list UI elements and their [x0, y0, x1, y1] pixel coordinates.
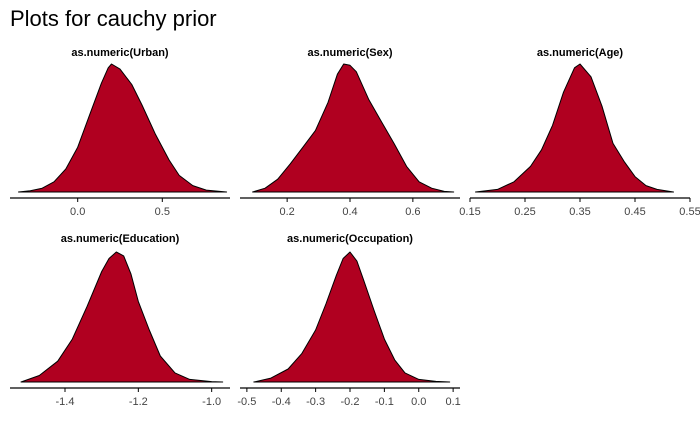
density-area [18, 63, 228, 193]
x-tick-label: 0.15 [459, 206, 480, 218]
x-tick-label: -0.3 [306, 396, 325, 408]
facet-title: as.numeric(Urban) [71, 47, 169, 59]
x-tick-label: -1.0 [202, 396, 221, 408]
density-area [20, 251, 224, 383]
x-tick-label: 0.4 [342, 206, 357, 218]
x-tick-label: 0.1 [445, 396, 460, 408]
facet-panel: as.numeric(Education) -1.4 -1.2 -1.0 [10, 233, 230, 408]
x-tick-label: 0.2 [279, 206, 294, 218]
facet-title: as.numeric(Sex) [308, 47, 393, 59]
x-tick-label: 0.55 [679, 206, 700, 218]
x-tick-label: -0.4 [272, 396, 291, 408]
x-tick-label: 0.6 [405, 206, 420, 218]
x-tick-label: -0.2 [341, 396, 360, 408]
x-tick-label: 0.5 [155, 206, 170, 218]
facet-panel: as.numeric(Age) 0.15 0.25 0.35 0.45 0.55 [459, 47, 700, 218]
facet-panel: as.numeric(Occupation) -0.5 -0.4 -0.3 -0.2 -0… [237, 233, 460, 408]
x-tick-label: -1.4 [56, 396, 75, 408]
density-area [475, 63, 674, 193]
facet-title: as.numeric(Age) [537, 47, 624, 59]
x-tick-label: 0.0 [70, 206, 85, 218]
facet-title: as.numeric(Education) [61, 233, 180, 245]
x-tick-label: -0.1 [375, 396, 394, 408]
x-tick-label: 0.45 [624, 206, 645, 218]
facet-panel: as.numeric(Urban) 0.0 0.5 [10, 47, 230, 218]
density-area [252, 63, 455, 193]
x-tick-label: 0.0 [411, 396, 426, 408]
facet-panel: as.numeric(Sex) 0.2 0.4 0.6 [240, 47, 460, 218]
facet-title: as.numeric(Occupation) [287, 233, 413, 245]
page-title: Plots for cauchy prior [10, 6, 217, 31]
x-tick-label: 0.25 [514, 206, 535, 218]
x-tick-label: -1.2 [129, 396, 148, 408]
density-area [253, 251, 451, 383]
x-tick-label: 0.35 [569, 206, 590, 218]
x-tick-label: -0.5 [237, 396, 256, 408]
